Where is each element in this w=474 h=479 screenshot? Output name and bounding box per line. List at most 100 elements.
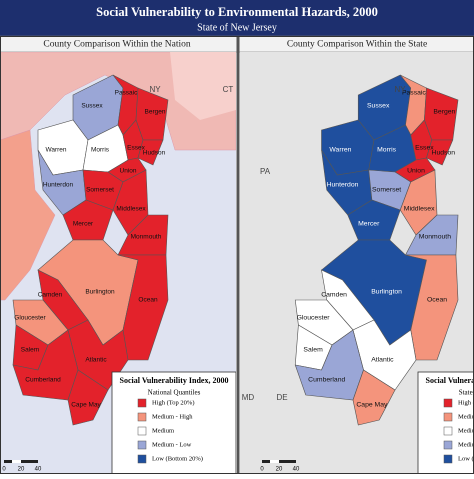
legend-label: Medium - High [152,413,193,420]
county-label: Passaic [402,90,427,97]
county-label: Hudson [432,150,456,157]
county-label: Essex [415,145,434,152]
county-label: Morris [377,147,397,154]
county-label: Hunterdon [43,182,74,189]
legend-swatch [443,412,453,422]
legend-swatch [137,412,147,422]
legend: Social Vulnerability Index, 2000 State Qu… [417,371,474,474]
legend-label: Low (Bottom 20%) [458,455,474,462]
county-label: Camden [38,292,63,299]
scale-bar [270,460,279,463]
legend-label: Medium - Low [152,441,192,448]
county-label: Gloucester [14,315,46,322]
county-label: Mercer [358,221,380,228]
county-label: Hudson [143,150,166,157]
county-label: Cumberland [308,377,345,384]
scale-label: 0 [2,467,6,473]
county [112,169,149,236]
scale-label: 40 [35,467,42,473]
legend-swatch [137,398,147,408]
county-label: Cape May [71,402,101,409]
county-label: Middlesex [404,206,435,213]
panel-heading: County Comparison Within the Nation [43,40,190,50]
county [117,254,169,361]
county [12,329,79,401]
legend-swatch [137,440,147,450]
subtitle: State of New Jersey [197,22,277,33]
county-label: Atlantic [371,357,394,364]
county [294,329,364,401]
county-label: Middlesex [116,206,146,213]
legend-box [111,371,236,474]
legend-title: Social Vulnerability Index, 2000 [426,376,474,385]
county-label: Sussex [81,103,103,110]
county [62,199,114,241]
legend-label: Low (Bottom 20%) [152,455,203,462]
county-label: Monmouth [419,234,452,241]
legend-label: High (Top 20%) [458,399,474,406]
legend-label: High (Top 20%) [152,399,195,406]
county [399,169,438,236]
county-label: Union [407,168,425,175]
county-label: Somerset [372,187,401,194]
panel-right: Sussex Passaic Bergen Warren Morris EssexHuds… [240,52,474,474]
county-label: Mercer [73,221,94,228]
county-label: Bergen [145,109,166,116]
county-label: Burlington [371,289,402,296]
scale-label: 20 [276,467,283,473]
county [67,369,109,426]
county [426,139,454,166]
panel-left: Sussex Passaic Bergen Warren Morris EssexHuds… [0,52,236,474]
county-label: Salem [303,347,323,354]
county-label: Camden [321,292,347,299]
legend: Social Vulnerability Index, 2000 National… [111,371,236,474]
county-label: Burlington [85,289,115,296]
legend-subtitle: State Quantiles [459,389,474,397]
legend-swatch [443,454,453,464]
county-label: Monmouth [131,234,162,241]
county-label: Ocean [427,297,447,304]
county [352,369,396,426]
legend-swatch [443,398,453,408]
title: Social Vulnerability to Environmental Ha… [96,5,378,19]
county-label: Cape May [356,402,388,409]
state-label: CT [223,85,234,94]
legend-label: Medium - Low [458,441,474,448]
scale-label: 0 [260,467,264,473]
county-label: Union [120,168,137,175]
legend-swatch [443,426,453,436]
county [405,254,459,361]
nj-map: Sussex Passaic Bergen Warren Morris EssexHuds… [12,74,169,426]
legend-label: Medium [458,427,474,434]
nj-map: Sussex Passaic Bergen Warren Morris EssexHuds… [294,74,459,426]
county [137,139,164,166]
county-label: Warren [45,147,66,154]
surrounding-area [170,52,236,120]
county-label: Somerset [86,187,114,194]
county [347,199,401,241]
legend-swatch [137,454,147,464]
state-label: NY [149,85,161,94]
legend-label: Medium - High [458,413,474,420]
county-label: Essex [127,145,145,152]
legend-label: Medium [152,427,174,434]
county-label: Sussex [367,103,390,110]
county [117,214,169,256]
legend-title: Social Vulnerability Index, 2000 [120,376,229,385]
county-label: Ocean [138,297,158,304]
state-label: MD [242,393,255,402]
county-label: Morris [91,147,110,154]
scale-bar [12,460,21,463]
legend-subtitle: National Quantiles [148,389,201,397]
legend-swatch [443,440,453,450]
scale-label: 20 [18,467,25,473]
county-label: Salem [21,347,39,354]
county-label: Warren [329,147,351,154]
state-label: PA [260,167,271,176]
county-label: Hunterdon [327,182,359,189]
county-label: Gloucester [297,315,331,322]
state-label: NY [394,85,406,94]
county-label: Cumberland [25,377,61,384]
